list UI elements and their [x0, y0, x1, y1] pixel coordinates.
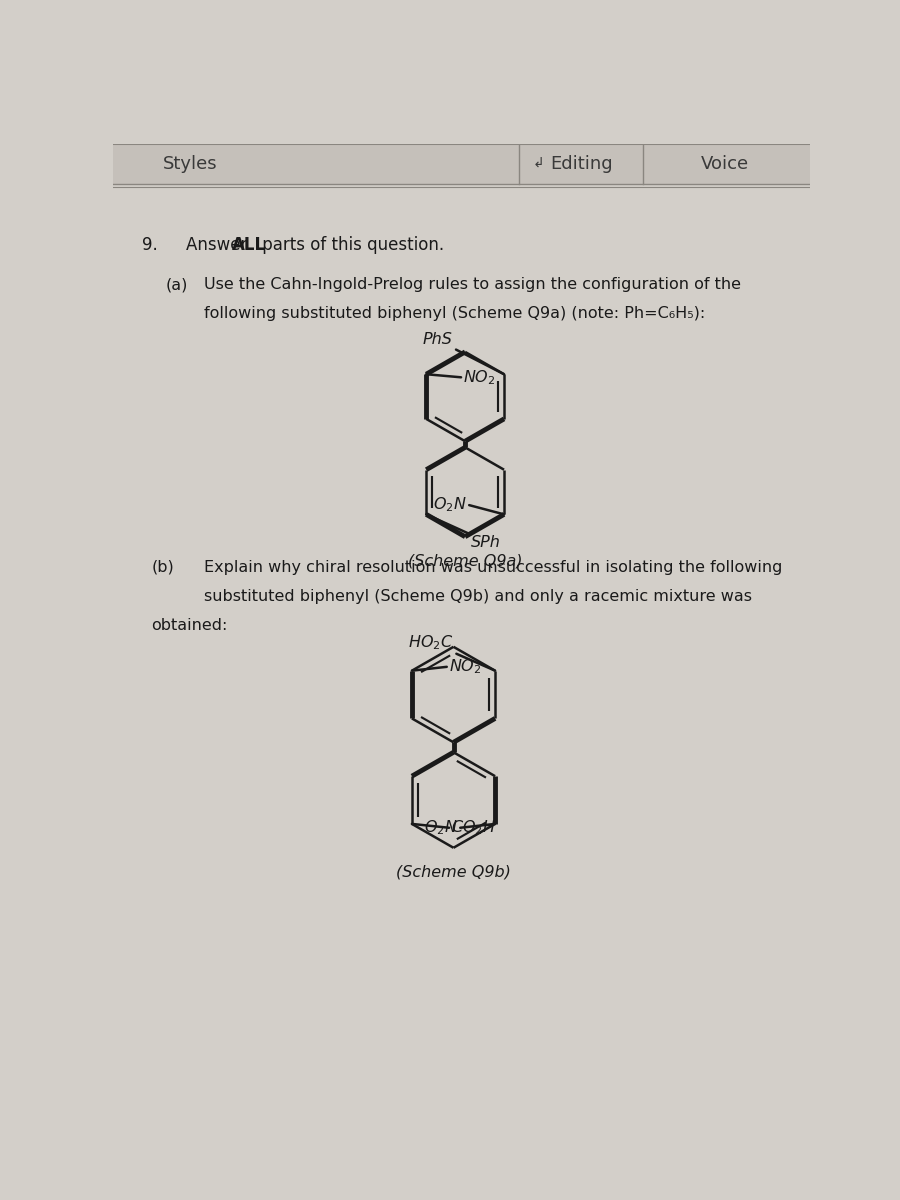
Text: (Scheme Q9a): (Scheme Q9a) — [408, 553, 522, 569]
Text: (b): (b) — [151, 559, 174, 575]
Text: ↲: ↲ — [533, 157, 544, 172]
Text: following substituted biphenyl (Scheme Q9a) (note: Ph=C₆H₅):: following substituted biphenyl (Scheme Q… — [204, 306, 706, 322]
Text: NO$_2$: NO$_2$ — [464, 368, 496, 386]
Bar — [112, 144, 810, 184]
Text: obtained:: obtained: — [151, 618, 228, 634]
Text: Explain why chiral resolution was unsuccessful in isolating the following: Explain why chiral resolution was unsucc… — [204, 559, 782, 575]
Text: substituted biphenyl (Scheme Q9b) and only a racemic mixture was: substituted biphenyl (Scheme Q9b) and on… — [204, 589, 752, 604]
Text: PhS: PhS — [423, 332, 453, 347]
Text: Answer: Answer — [186, 236, 253, 254]
Text: O$_2$N: O$_2$N — [424, 818, 458, 838]
Text: Editing: Editing — [550, 155, 613, 173]
Text: (a): (a) — [166, 277, 187, 293]
Text: Use the Cahn-Ingold-Prelog rules to assign the configuration of the: Use the Cahn-Ingold-Prelog rules to assi… — [204, 277, 741, 293]
Text: Voice: Voice — [701, 155, 749, 173]
Text: O$_2$N: O$_2$N — [433, 496, 467, 515]
Text: Styles: Styles — [163, 155, 218, 173]
Text: ALL: ALL — [232, 236, 266, 254]
Text: (Scheme Q9b): (Scheme Q9b) — [396, 865, 511, 880]
Text: 9.: 9. — [142, 236, 157, 254]
Text: parts of this question.: parts of this question. — [256, 236, 444, 254]
Text: SPh: SPh — [471, 535, 501, 550]
Text: NO$_2$: NO$_2$ — [449, 658, 482, 676]
Text: HO$_2$C: HO$_2$C — [408, 634, 454, 653]
Text: CO$_2$H: CO$_2$H — [452, 818, 497, 838]
